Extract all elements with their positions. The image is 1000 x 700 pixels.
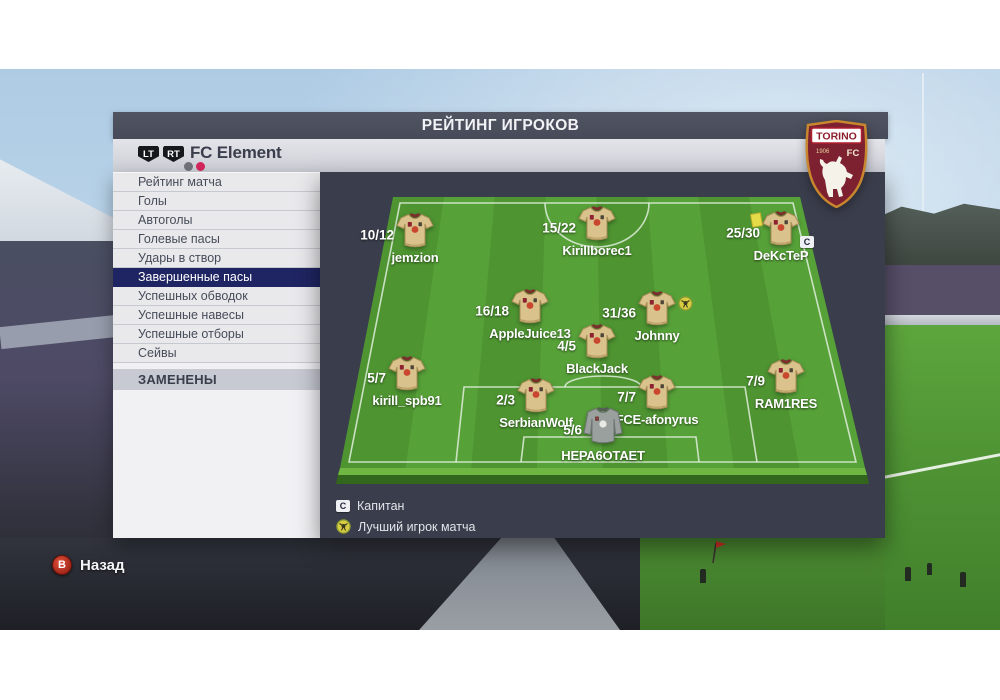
crest-bull — [819, 156, 853, 197]
back-label: Назад — [80, 556, 125, 574]
captain-badge-icon: C — [336, 499, 350, 512]
player-name: DeKcTeP — [753, 248, 809, 263]
back-control[interactable]: B Назад — [52, 555, 124, 575]
shoulder-buttons: LT RT — [138, 146, 184, 162]
player-name: jemzion — [391, 250, 439, 265]
pitch-barrier — [880, 315, 1000, 327]
legend-label: Капитан — [357, 498, 405, 513]
player-jersey-icon — [762, 211, 800, 246]
sidebar-item-3[interactable]: Голевые пасы — [113, 230, 320, 249]
background-figure — [905, 567, 911, 581]
player-name: BlackJack — [566, 361, 628, 376]
player-name: Kirillborec1 — [562, 243, 632, 258]
motm-ball-icon — [336, 519, 351, 534]
team-color-dot — [196, 162, 205, 171]
title-bar: РЕЙТИНГ ИГРОКОВ — [113, 112, 888, 139]
sidebar-item-7[interactable]: Успешные навесы — [113, 306, 320, 325]
player-stat: 15/22 — [542, 220, 576, 236]
sidebar-item-5[interactable]: Завершенные пасы — [113, 268, 320, 287]
motm-ball-icon — [678, 296, 693, 311]
team-color-dot — [184, 162, 193, 171]
gamepad-b-button-icon[interactable]: B — [52, 555, 72, 575]
game-screenshot: РЕЙТИНГ ИГРОКОВ LT RT FC Element Рейтинг … — [0, 69, 1000, 630]
legend-label: Лучший игрок матча — [358, 519, 476, 534]
background-figure — [700, 569, 706, 583]
player-stat: 4/5 — [557, 338, 576, 354]
sidebar-item-4[interactable]: Удары в створ — [113, 249, 320, 268]
player-jersey-icon — [388, 356, 426, 391]
sidebar-item-6[interactable]: Успешных обводок — [113, 287, 320, 306]
substitutes-section-header: ЗАМЕНЕНЫ — [113, 369, 320, 390]
tree-line — [880, 203, 1000, 271]
player-stat: 5/7 — [367, 370, 386, 386]
pitch-lines — [348, 202, 858, 463]
player-stat: 10/12 — [360, 227, 394, 243]
crest-fc: FC — [847, 148, 860, 159]
page-title: РЕЙТИНГ ИГРОКОВ — [421, 117, 580, 134]
player-stat: 2/3 — [496, 392, 515, 408]
crest-year: 1906 — [816, 149, 830, 155]
player-name: AppleJuice13 — [489, 326, 571, 341]
player-stat: 31/36 — [602, 305, 636, 321]
legend: C Капитан Лучший игрок матча — [336, 495, 475, 537]
floodlight-pole — [922, 73, 924, 258]
team-header-bar: LT RT FC Element — [113, 139, 885, 172]
player-name: Johnny — [634, 328, 680, 343]
player-stat: 5/6 — [563, 422, 582, 438]
player-jersey-icon — [578, 206, 616, 241]
torino-club-crest: TORINO 1906 FC — [805, 120, 868, 208]
legend-row: Лучший игрок матча — [336, 516, 475, 537]
corner-flag — [712, 541, 726, 564]
captain-badge-icon: C — [800, 236, 814, 248]
stats-sidebar: Рейтинг матча Голы Автоголы Голевые пасы Уда… — [113, 172, 320, 538]
player-jersey-icon — [511, 289, 549, 324]
pitch-panel: 10/12 jemzion 15/22 Kirillborec1 C 25/30 DeKcT… — [320, 172, 885, 538]
background-figure — [960, 572, 966, 587]
player-stat: 7/9 — [746, 373, 765, 389]
player-name: kirill_spb91 — [372, 393, 442, 408]
background-figure — [927, 563, 932, 575]
player-jersey-icon — [638, 375, 676, 410]
player-name: RAM1RES — [754, 396, 818, 411]
stadium-pitch-right — [880, 325, 1000, 630]
player-jersey-icon — [767, 359, 805, 394]
sidebar-menu: Рейтинг матча Голы Автоголы Голевые пасы Уда… — [113, 172, 320, 363]
player-stat: 16/18 — [475, 303, 509, 319]
sidebar-item-1[interactable]: Голы — [113, 192, 320, 211]
player-jersey-icon — [517, 378, 555, 413]
player-stat: 25/30 — [726, 225, 760, 241]
sidebar-item-8[interactable]: Успешные отборы — [113, 325, 320, 344]
legend-row: C Капитан — [336, 495, 475, 516]
team-name: FC Element — [190, 143, 282, 162]
player-jersey-icon — [396, 213, 434, 248]
team-color-dots — [184, 162, 205, 171]
sidebar-item-2[interactable]: Автоголы — [113, 211, 320, 230]
player-name: SerbianWolf — [499, 415, 573, 430]
player-jersey-icon — [638, 291, 676, 326]
player-name: НЕРА6ОТАЕТ — [561, 448, 645, 463]
player-stat: 7/7 — [617, 389, 636, 405]
rt-shoulder-button-icon[interactable]: RT — [163, 146, 184, 162]
lt-shoulder-button-icon[interactable]: LT — [138, 146, 159, 162]
stadium-stand-right — [880, 265, 1000, 317]
players-layer: 10/12 jemzion 15/22 Kirillborec1 C 25/30 DeKcT… — [320, 172, 885, 538]
sidebar-item-9[interactable]: Сейвы — [113, 344, 320, 363]
player-name: FCE-afonyrus — [615, 412, 699, 427]
sidebar-item-0[interactable]: Рейтинг матча — [113, 173, 320, 192]
stadium-pitch-bottom — [640, 538, 885, 630]
player-jersey-icon — [578, 324, 616, 359]
goalkeeper-jersey-icon — [583, 407, 623, 444]
crest-club-name: TORINO — [816, 131, 857, 143]
